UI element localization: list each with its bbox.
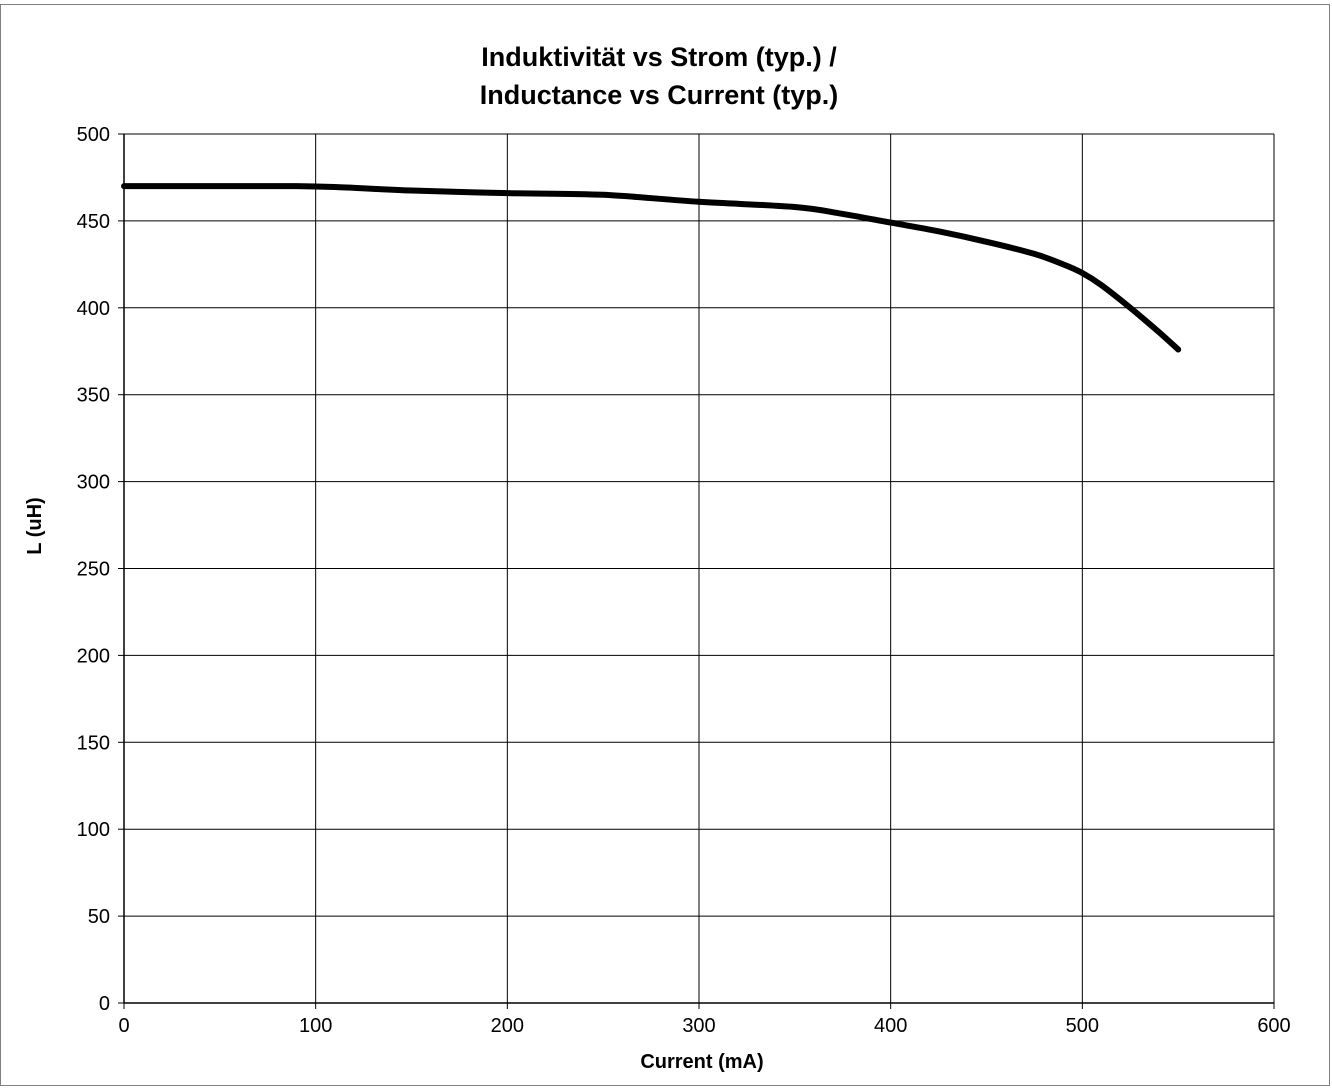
- tick-labels: 0 50 100 150 200 250 300 350 400 450 500 0 100 200 300…: [77, 124, 1291, 1037]
- x-tick-label: 200: [491, 1015, 524, 1037]
- grid-lines: [124, 133, 1275, 1003]
- y-tick-label: 200: [77, 645, 110, 667]
- y-tick-label: 350: [77, 385, 110, 407]
- y-tick-label: 450: [77, 211, 110, 233]
- series-line: [121, 183, 1182, 353]
- x-axis-label: Current (mA): [640, 1051, 763, 1073]
- y-tick-label: 400: [77, 298, 110, 320]
- y-tick-label: 150: [77, 732, 110, 754]
- axes: [118, 133, 1275, 1009]
- y-tick-label: 100: [77, 819, 110, 841]
- y-tick-label: 300: [77, 472, 110, 494]
- x-tick-label: 300: [682, 1015, 715, 1037]
- x-tick-label: 400: [874, 1015, 907, 1037]
- x-tick-label: 100: [299, 1015, 332, 1037]
- y-tick-label: 0: [99, 993, 110, 1015]
- y-axis-label: L (uH): [24, 497, 46, 554]
- x-tick-label: 500: [1066, 1015, 1099, 1037]
- y-tick-label: 250: [77, 559, 110, 581]
- series-group: [121, 183, 1182, 353]
- chart-title-line-1: Induktivität vs Strom (typ.) /: [481, 42, 837, 72]
- x-tick-label: 600: [1257, 1015, 1290, 1037]
- y-tick-label: 500: [77, 124, 110, 146]
- x-tick-label: 0: [118, 1015, 129, 1037]
- y-tick-label: 50: [88, 906, 110, 928]
- chart-title-line-2: Inductance vs Current (typ.): [480, 80, 839, 110]
